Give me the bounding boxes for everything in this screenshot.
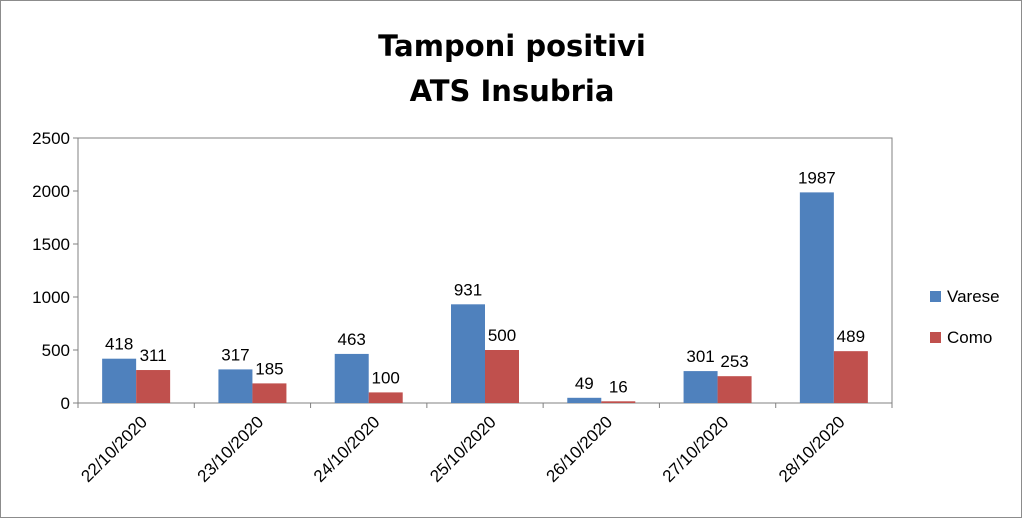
x-tick-label: 25/10/2020 bbox=[426, 412, 500, 486]
bar-varese bbox=[334, 353, 369, 403]
bar-como bbox=[717, 376, 752, 403]
data-label-como: 100 bbox=[372, 368, 400, 387]
legend-swatch-varese bbox=[930, 291, 941, 302]
bar-varese bbox=[102, 358, 137, 403]
x-tick-label: 28/10/2020 bbox=[775, 412, 849, 486]
data-label-como: 16 bbox=[609, 377, 628, 396]
legend: Varese Como bbox=[930, 287, 1000, 347]
bar-varese bbox=[218, 369, 253, 403]
data-label-varese: 1987 bbox=[798, 168, 836, 187]
bar-como bbox=[485, 350, 519, 403]
bar-como bbox=[368, 392, 403, 403]
bar-varese bbox=[683, 371, 718, 403]
bar-como bbox=[833, 351, 868, 403]
y-tick-label: 2500 bbox=[32, 129, 70, 148]
data-label-varese: 317 bbox=[221, 345, 249, 364]
bar-varese bbox=[799, 192, 834, 403]
data-label-varese: 931 bbox=[454, 280, 482, 299]
bar-como bbox=[601, 401, 636, 403]
legend-label-como: Como bbox=[947, 328, 992, 347]
bar-como bbox=[252, 383, 287, 403]
legend-label-varese: Varese bbox=[947, 287, 1000, 306]
chart-title-line-1: Tamponi positivi bbox=[378, 29, 646, 63]
y-tick-label: 500 bbox=[42, 341, 70, 360]
x-tick-label: 27/10/2020 bbox=[659, 412, 733, 486]
y-tick-label: 2000 bbox=[32, 182, 70, 201]
x-tick-label: 23/10/2020 bbox=[194, 412, 268, 486]
y-tick-label: 1500 bbox=[32, 235, 70, 254]
x-tick-label: 24/10/2020 bbox=[310, 412, 384, 486]
data-label-como: 489 bbox=[837, 327, 865, 346]
plot-area: 0 500 1000 1500 2000 2500 418 311 22/10/2020 317 1… bbox=[32, 129, 893, 486]
x-tick-label: 22/10/2020 bbox=[77, 412, 151, 486]
bar-varese bbox=[451, 304, 485, 403]
chart-title-line-2: ATS Insubria bbox=[410, 74, 615, 108]
legend-swatch-como bbox=[930, 332, 941, 343]
data-label-varese: 49 bbox=[575, 374, 594, 393]
data-label-varese: 463 bbox=[338, 330, 366, 349]
bar-como bbox=[136, 370, 171, 403]
data-label-varese: 301 bbox=[686, 347, 714, 366]
data-label-como: 500 bbox=[488, 326, 516, 345]
x-tick-label: 26/10/2020 bbox=[543, 412, 617, 486]
data-label-como: 253 bbox=[720, 352, 748, 371]
y-tick-label: 1000 bbox=[32, 288, 70, 307]
data-label-varese: 418 bbox=[105, 335, 133, 354]
y-tick-label: 0 bbox=[61, 394, 70, 413]
bar-varese bbox=[567, 397, 602, 403]
data-label-como: 311 bbox=[140, 346, 167, 365]
data-label-como: 185 bbox=[255, 359, 283, 378]
